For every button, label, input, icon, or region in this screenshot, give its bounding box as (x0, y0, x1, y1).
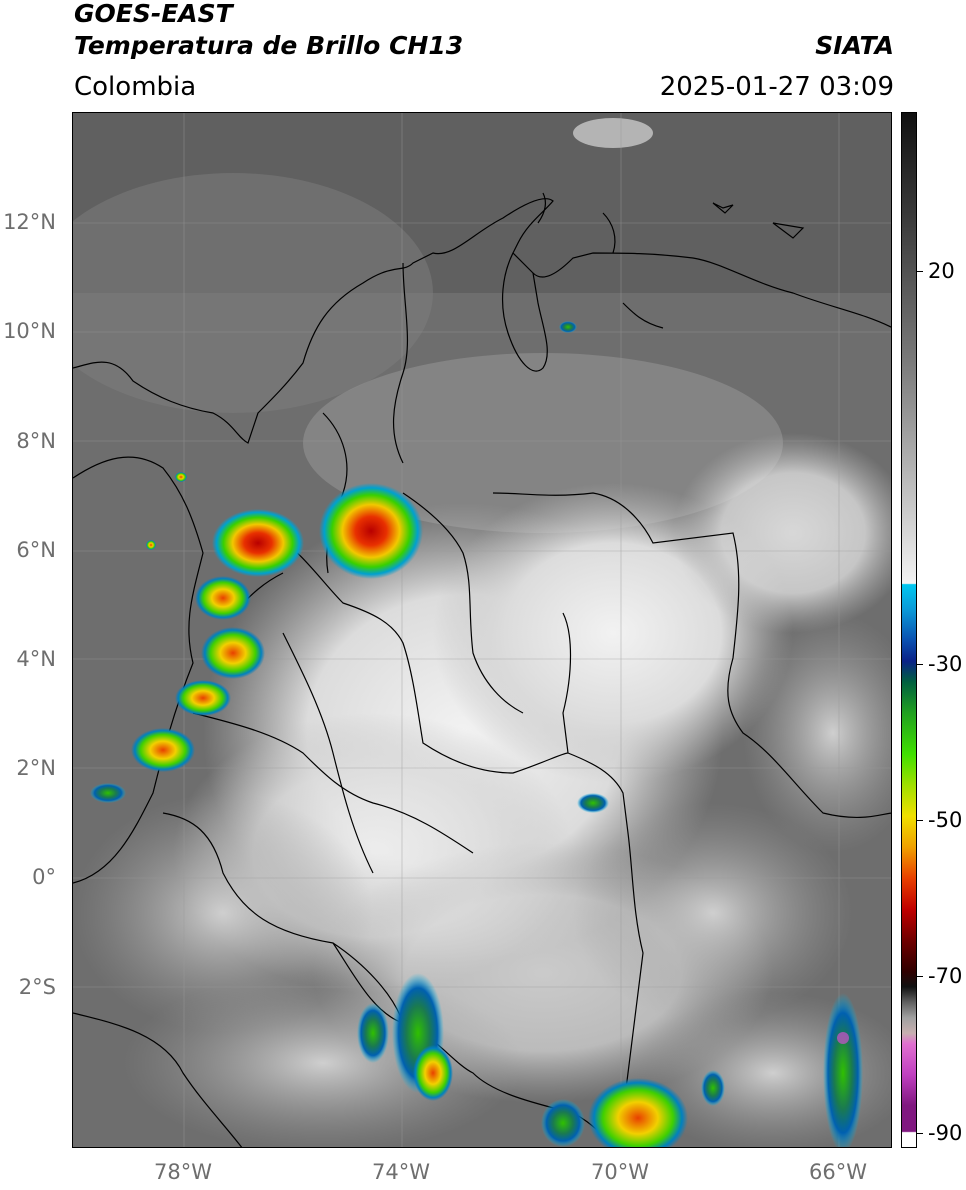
lon-label-66w: 66°W (809, 1160, 867, 1184)
lon-label-74w: 74°W (372, 1160, 430, 1184)
lon-label-70w: 70°W (591, 1160, 649, 1184)
temperature-colorbar (901, 112, 917, 1148)
product-title: Temperatura de Brillo CH13 (74, 31, 464, 60)
lat-label-6n: 6°N (16, 538, 56, 562)
cloud-layer (73, 118, 891, 1147)
satellite-map (72, 112, 892, 1148)
lat-label-2n: 2°N (16, 756, 56, 780)
lat-label-12n: 12°N (3, 210, 56, 234)
colorbar-label-minus70: -70 (928, 964, 963, 988)
map-canvas (73, 113, 891, 1147)
agency-label: SIATA (815, 31, 894, 60)
colorbar-label-minus50: -50 (928, 808, 963, 832)
lat-label-4n: 4°N (16, 647, 56, 671)
lat-label-10n: 10°N (3, 319, 56, 343)
region-label: Colombia (74, 72, 197, 102)
storm-cells (90, 321, 863, 1147)
lat-label-8n: 8°N (16, 429, 56, 453)
colorbar-label-minus30: -30 (928, 652, 963, 676)
colorbar-label-20: 20 (928, 259, 955, 283)
lat-label-0: 0° (32, 865, 56, 889)
colorbar-label-minus90: -90 (928, 1121, 963, 1145)
graticule (73, 113, 891, 1147)
lon-label-78w: 78°W (154, 1160, 212, 1184)
lat-label-2s: 2°S (18, 975, 56, 999)
satellite-title: GOES-EAST (74, 0, 233, 28)
timestamp-label: 2025-01-27 03:09 (659, 72, 894, 102)
